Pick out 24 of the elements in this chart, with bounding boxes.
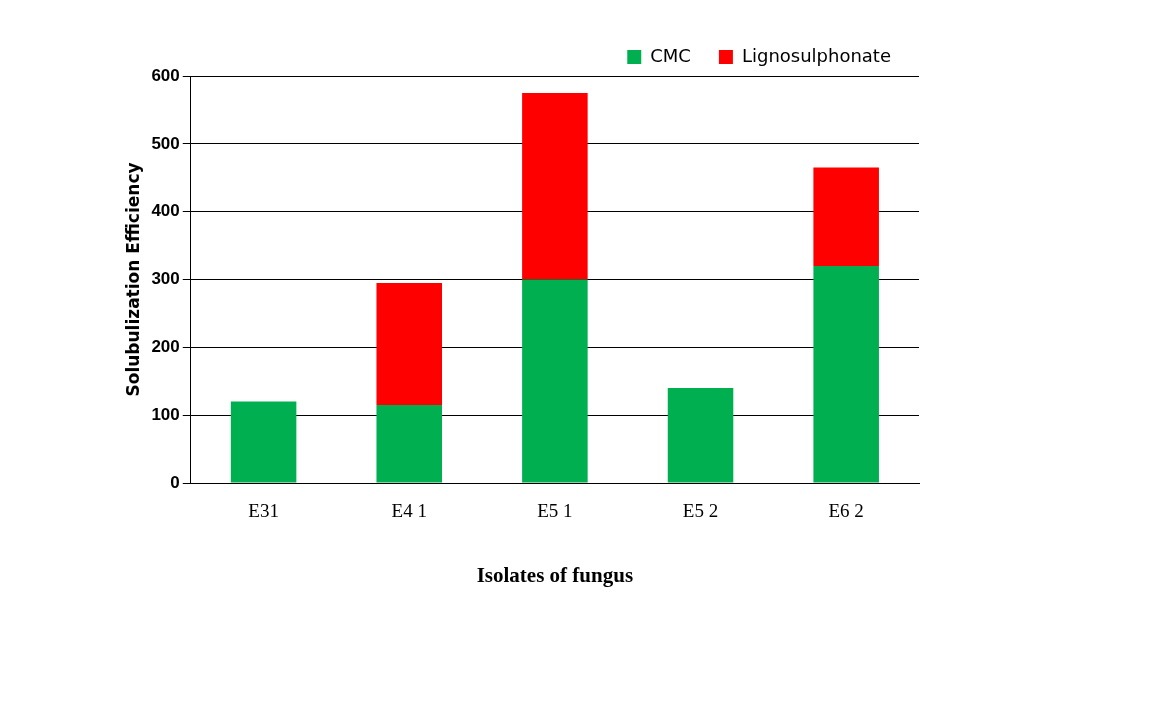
y-tick-label: 0 [170, 472, 180, 492]
bar [522, 92, 588, 280]
x-tick-label: E5 2 [682, 500, 719, 522]
bar [667, 388, 734, 483]
legend-label: CMC [650, 44, 691, 66]
bar [230, 401, 297, 483]
bar [376, 282, 443, 405]
y-tick-label: 400 [151, 201, 180, 221]
y-axis-title: Solubulization Efficiency [122, 162, 143, 397]
bar [522, 279, 588, 483]
x-tick-label: E6 2 [828, 500, 864, 522]
y-tick-label: 200 [151, 337, 180, 357]
x-tick-label: E5 1 [537, 500, 573, 522]
x-tick-label: E31 [248, 500, 279, 522]
bar [813, 265, 879, 483]
bar [376, 404, 443, 483]
x-tick-label: E4 1 [391, 500, 427, 522]
bar [813, 167, 879, 266]
y-tick-label: 600 [151, 65, 180, 85]
legend-label: Lignosulphonate [741, 44, 892, 66]
x-axis-title: Isolates of fungus [476, 562, 634, 587]
y-tick-label: 500 [151, 133, 180, 153]
y-tick-label: 100 [151, 404, 180, 424]
y-tick-label: 300 [151, 269, 180, 289]
